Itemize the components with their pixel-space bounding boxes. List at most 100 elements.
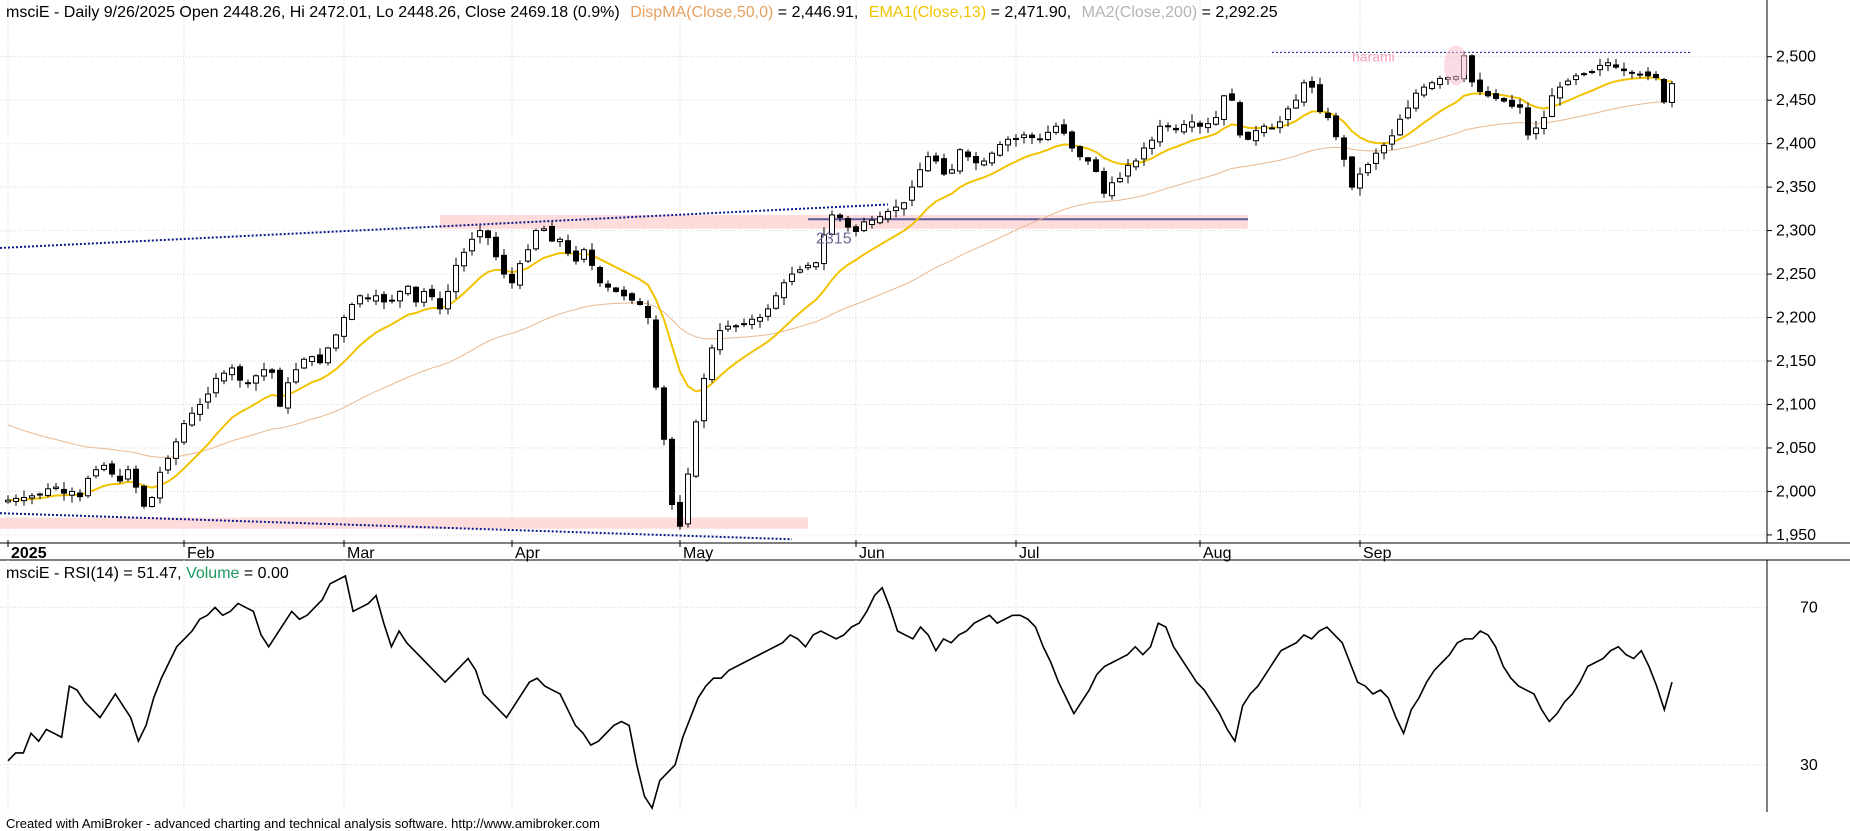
candle-up <box>701 377 707 422</box>
upper-trendline <box>0 203 889 249</box>
candle-up <box>1437 77 1443 86</box>
candle-up <box>1293 99 1299 109</box>
candle-up <box>1221 95 1227 120</box>
candle-up <box>685 473 691 525</box>
candle-up <box>301 358 307 369</box>
candle-up <box>445 290 451 310</box>
candle-down <box>1101 170 1107 194</box>
candle-down <box>1325 112 1331 119</box>
candle-down <box>637 301 643 305</box>
candle-down <box>1317 84 1323 112</box>
candle-up <box>709 347 715 381</box>
candle-up <box>533 230 539 250</box>
price-y-tick-label: 2,400 <box>1776 136 1816 153</box>
candle-up <box>1397 118 1403 136</box>
resistance-zone-high <box>440 214 1248 229</box>
price-grid <box>0 0 1767 812</box>
candle-up <box>1253 130 1259 142</box>
candle-up <box>421 290 427 303</box>
candle-down <box>77 492 83 498</box>
candle-up <box>861 221 867 232</box>
candle-down <box>661 387 667 440</box>
candle-up <box>901 202 907 210</box>
candle-up <box>581 249 587 260</box>
ema-legend: EMA1(Close,13) <box>869 4 986 21</box>
price-y-tick-label: 2,200 <box>1776 310 1816 327</box>
candle-down <box>1349 156 1355 188</box>
candle-down <box>837 214 843 219</box>
candle-down <box>141 485 147 507</box>
candle-up <box>869 219 875 226</box>
candle-down <box>597 267 603 284</box>
candle-up <box>29 495 35 499</box>
candle-up <box>325 347 331 364</box>
volume-legend-value: = 0.00 <box>244 565 289 582</box>
candle-down <box>621 289 627 297</box>
candle-up <box>1565 80 1571 86</box>
candle-up <box>1261 125 1267 134</box>
candle-up <box>189 412 195 426</box>
candle-down <box>1245 131 1251 140</box>
candle-up <box>405 285 411 295</box>
candle-down <box>437 298 443 310</box>
candle-down <box>245 382 251 385</box>
candle-down <box>1197 122 1203 127</box>
candle-down <box>1309 80 1315 88</box>
candle-down <box>669 438 675 505</box>
candle-up <box>525 249 531 262</box>
candle-up <box>1005 138 1011 146</box>
candle-up <box>1381 144 1387 154</box>
candle-up <box>1117 177 1123 183</box>
candle-up <box>181 423 187 443</box>
candle-up <box>165 457 171 471</box>
candle-up <box>341 317 347 337</box>
candle-down <box>1621 68 1627 72</box>
candle-up <box>1053 125 1059 133</box>
candle-down <box>1173 127 1179 131</box>
candle-up <box>349 303 355 320</box>
candle-up <box>1269 127 1275 130</box>
support-zone-low <box>0 517 808 529</box>
candle-down <box>1469 55 1475 83</box>
price-y-axis: 2,500 2,450 2,400 2,350 2,300 2,250 2,200 2,150… <box>1767 49 1816 544</box>
candle-up <box>149 497 155 507</box>
candle-down <box>1333 115 1339 138</box>
candle-up <box>773 295 779 309</box>
candle-up <box>1549 95 1555 117</box>
rsi-line <box>7 574 1673 810</box>
candle-up <box>541 228 547 231</box>
x-tick-label: Sep <box>1363 545 1392 562</box>
candle-down <box>413 286 419 303</box>
rsi-y-axis: 70 30 <box>1800 599 1818 773</box>
candle-up <box>1637 73 1643 76</box>
candle-up <box>1301 82 1307 103</box>
x-tick-label: Aug <box>1203 545 1231 562</box>
candle-down <box>613 287 619 292</box>
candle-down <box>365 297 371 300</box>
candle-up <box>333 334 339 349</box>
candle-up <box>1357 173 1363 189</box>
candle-down <box>509 273 515 284</box>
price-y-tick-label: 2,500 <box>1776 49 1816 66</box>
price-y-tick-label: 2,000 <box>1776 483 1816 500</box>
candle-up <box>477 230 483 238</box>
volume-legend: Volume <box>186 565 239 582</box>
candle-down <box>941 158 947 175</box>
candle-down <box>1341 137 1347 160</box>
candle-down <box>277 369 283 407</box>
candle-up <box>1413 92 1419 109</box>
candle-up <box>1389 135 1395 145</box>
candle-up <box>101 464 107 470</box>
candle-up <box>1277 121 1283 129</box>
candle-down <box>573 250 579 262</box>
x-tick-label: May <box>683 545 713 562</box>
candle-up <box>253 375 259 384</box>
candle-up <box>21 497 27 502</box>
candle-up <box>949 169 955 174</box>
candle-up <box>821 234 827 265</box>
price-y-tick-label: 1,950 <box>1776 527 1816 544</box>
candle-down <box>1485 90 1491 97</box>
candle-up <box>53 486 59 490</box>
candle-up <box>1189 121 1195 128</box>
candle-down <box>677 501 683 527</box>
